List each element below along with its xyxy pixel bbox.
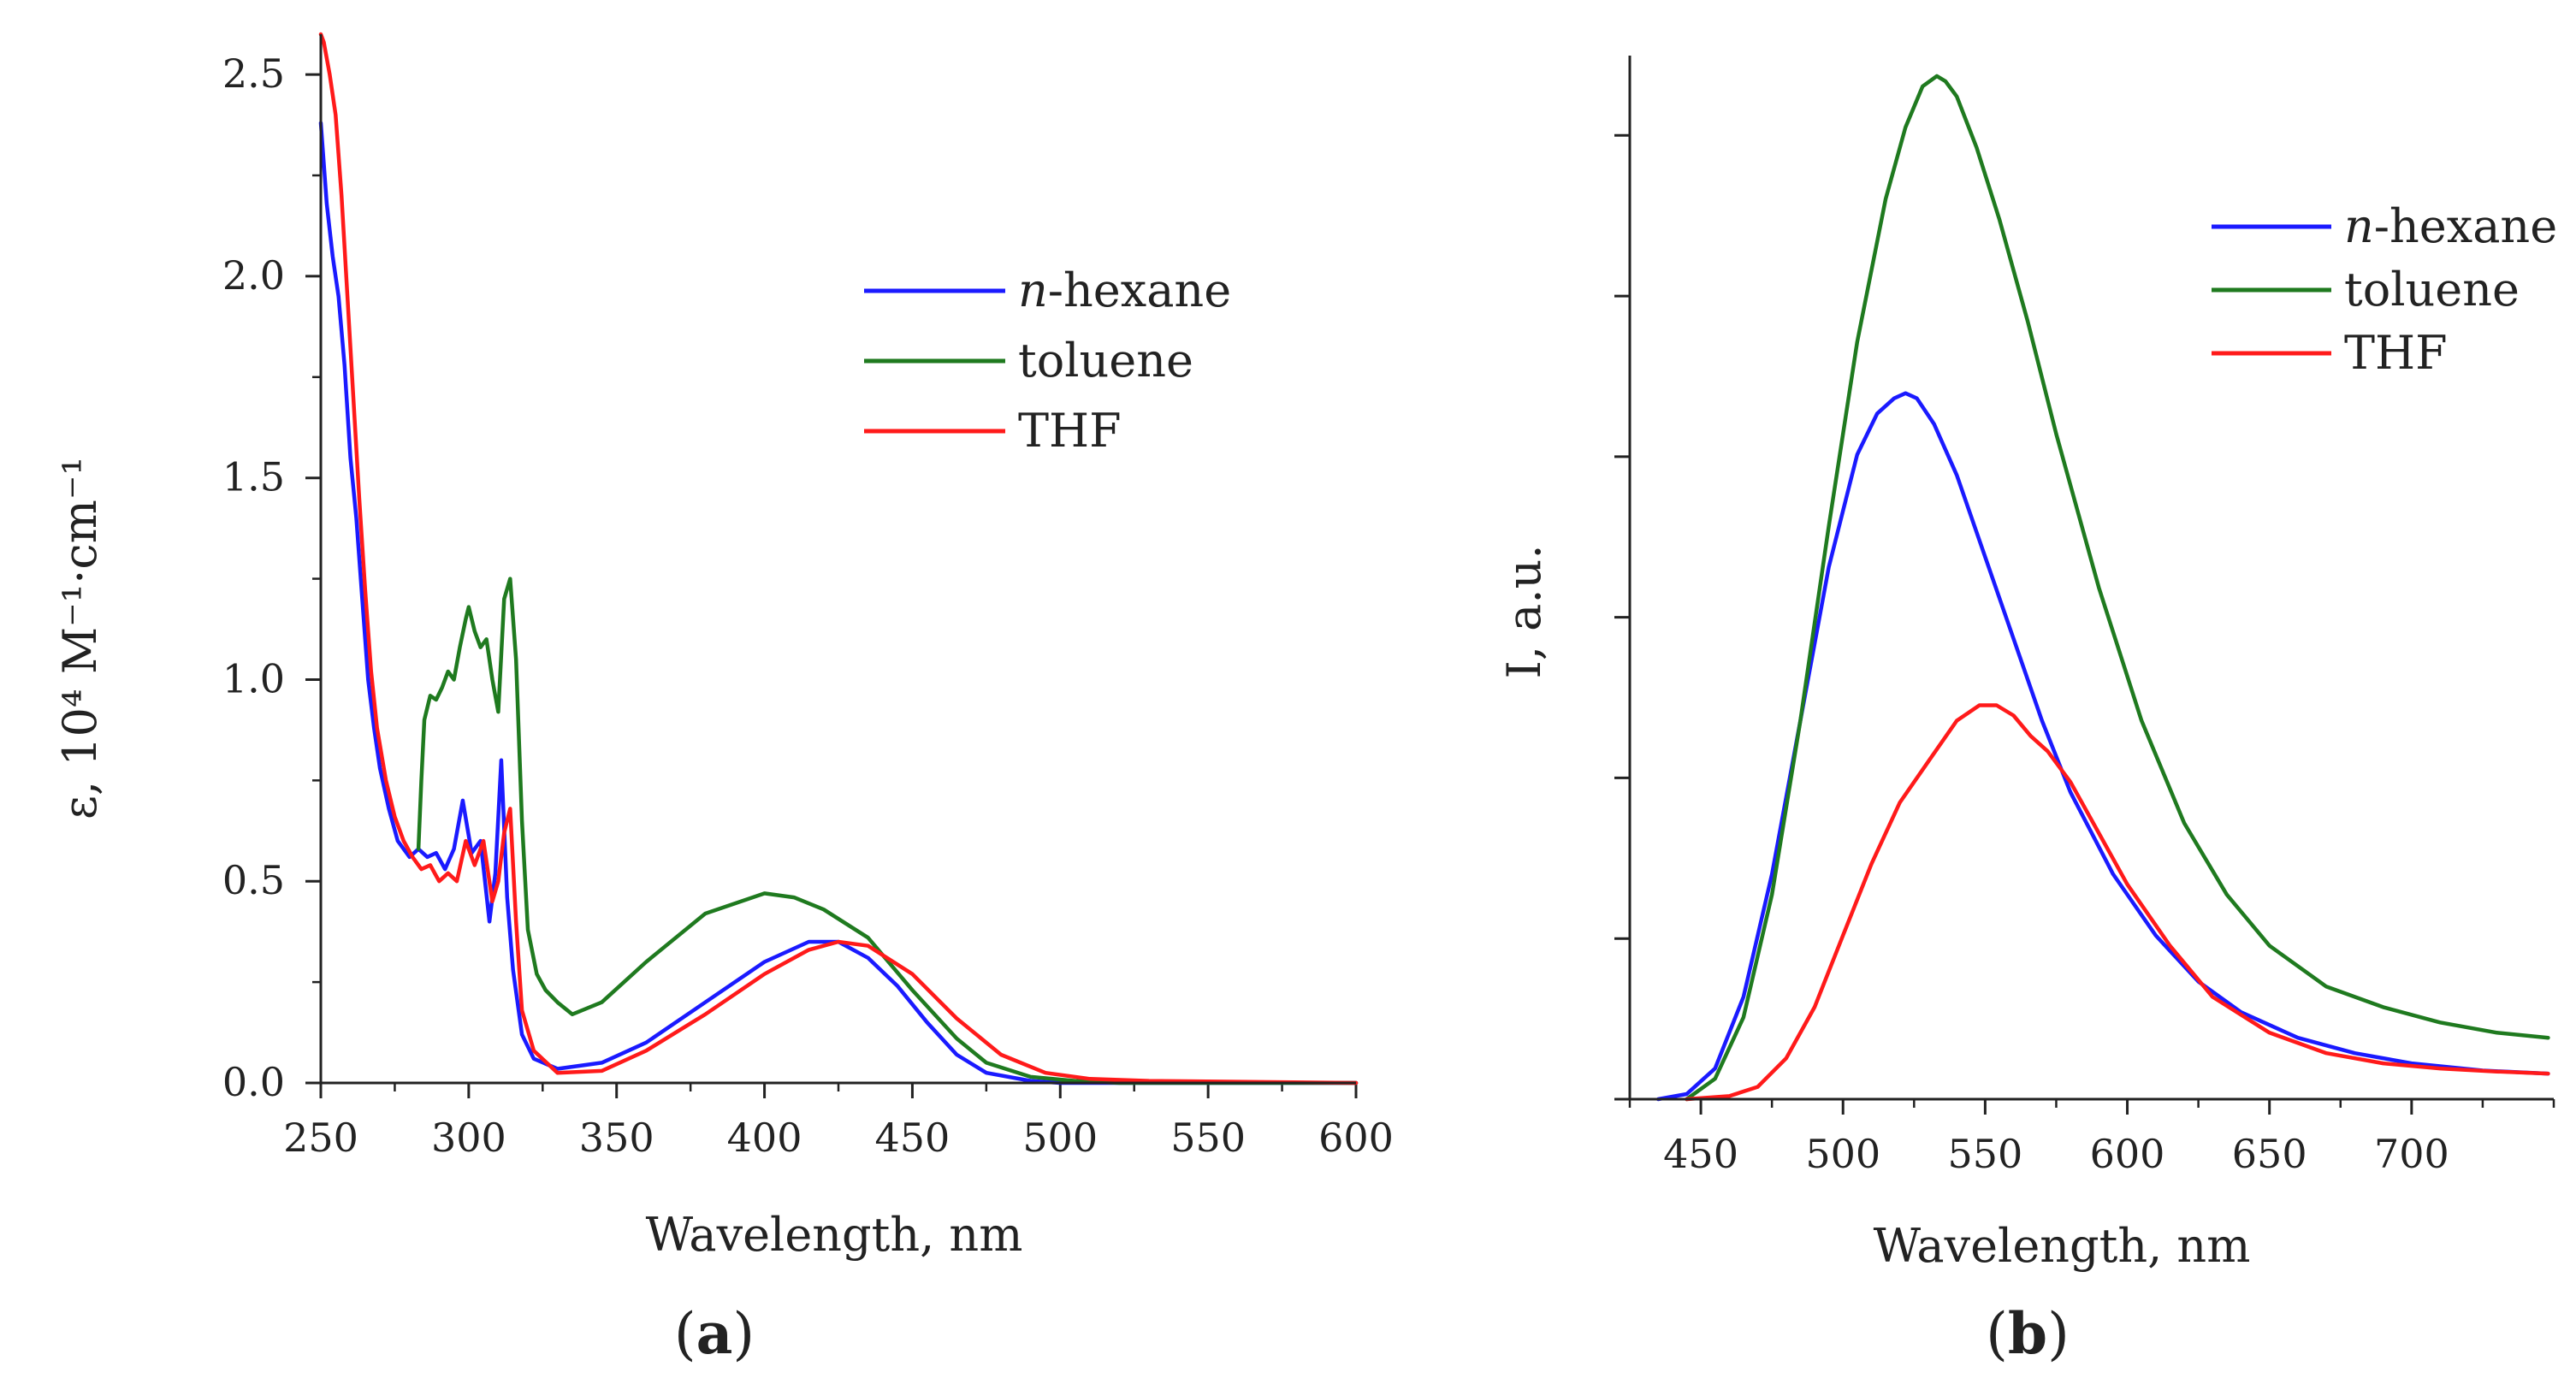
- panel-b-axes: [1628, 56, 2554, 1101]
- panel-a-legend: n-hexane toluene THF: [864, 263, 1231, 458]
- panel-a-y-tick-label-0: 0.0: [222, 1059, 285, 1105]
- panel-a-legend-label-n-hexane: n-hexane: [1018, 263, 1231, 317]
- panel-b-series-n-hexane: [1655, 391, 2550, 1102]
- panel-a-x-tick-label-400: 400: [727, 1115, 802, 1161]
- panel-a-series-toluene: [416, 577, 1359, 1085]
- panel-a-y-tick-label-5: 2.5: [222, 50, 285, 97]
- panel-a-x-tick-label-450: 450: [875, 1115, 950, 1161]
- panel-b-x-axis-title: Wavelength, nm: [1874, 1219, 2251, 1273]
- panel-a-x-tick-label-300: 300: [431, 1115, 506, 1161]
- panel-b-label-open: (: [1986, 1301, 2008, 1367]
- panel-a-legend-label-thf: THF: [1018, 404, 1122, 458]
- panel-b-legend-label-thf: THF: [2344, 326, 2448, 380]
- panel-a-label-letter: a: [696, 1300, 733, 1367]
- panel-b-series-toluene: [1685, 74, 2550, 1102]
- panel-b-ticks: 450 500 550 600 650 700: [1614, 133, 2555, 1177]
- panel-a-y-tick-label-2: 1.0: [222, 655, 285, 701]
- panel-b-chart: 450 500 550 600 650 700 Wavelength, nm I, a.u…: [1497, 56, 2557, 1367]
- panel-a-x-tick-label-350: 350: [579, 1115, 654, 1161]
- panel-a-label: (a): [674, 1300, 755, 1367]
- panel-a-ticks: 250 300 350 400 450 500 550 600 0.0 0.5 1.0 1.5 2.0 2…: [222, 50, 1394, 1161]
- panel-b-legend-label-toluene: toluene: [2344, 263, 2520, 316]
- panel-b-label-close: ): [2047, 1301, 2070, 1367]
- panel-a-y-tick-label-3: 1.5: [222, 454, 285, 500]
- panel-b-legend-label-n-hexane: n-hexane: [2344, 199, 2557, 253]
- panel-a-series-thf: [318, 32, 1359, 1085]
- panel-b-x-tick-label-500: 500: [1805, 1131, 1880, 1177]
- panel-b-x-tick-label-700: 700: [2374, 1131, 2449, 1177]
- panel-a-y-tick-label-1: 0.5: [222, 857, 285, 903]
- panel-a-x-tick-label-500: 500: [1022, 1115, 1098, 1161]
- panel-a-chart: 250 300 350 400 450 500 550 600 0.0 0.5 1.0 1.5 2.0 2…: [53, 32, 1394, 1367]
- panel-a-axes: [319, 34, 1356, 1085]
- panel-b-series: [1655, 74, 2550, 1102]
- panel-b-label-letter: b: [2008, 1300, 2047, 1367]
- panel-b-legend: n-hexane toluene THF: [2212, 199, 2557, 380]
- panel-b-label: (b): [1986, 1300, 2070, 1367]
- panel-a-y-axis-title: ε, 10⁴ M⁻¹·cm⁻¹: [53, 457, 107, 819]
- panel-a-series-n-hexane: [318, 121, 1359, 1085]
- panel-a-label-close: ): [732, 1301, 755, 1367]
- panel-a-legend-label-toluene: toluene: [1018, 334, 1193, 387]
- panel-b-y-axis-title: I, a.u.: [1497, 545, 1551, 679]
- panel-b-x-tick-label-550: 550: [1947, 1131, 2022, 1177]
- panel-b-series-thf: [1685, 703, 2550, 1102]
- panel-a-x-tick-label-250: 250: [283, 1115, 358, 1161]
- panel-b-x-tick-label-600: 600: [2090, 1131, 2165, 1177]
- panel-a-x-tick-label-600: 600: [1318, 1115, 1394, 1161]
- panel-a-x-axis-title: Wavelength, nm: [646, 1208, 1023, 1262]
- panel-b-x-tick-label-650: 650: [2232, 1131, 2307, 1177]
- panel-a-series: [318, 32, 1359, 1085]
- panel-a-x-tick-label-550: 550: [1170, 1115, 1246, 1161]
- panel-a-label-open: (: [674, 1301, 696, 1367]
- panel-b-x-tick-label-450: 450: [1663, 1131, 1738, 1177]
- panel-a-y-tick-label-4: 2.0: [222, 252, 285, 299]
